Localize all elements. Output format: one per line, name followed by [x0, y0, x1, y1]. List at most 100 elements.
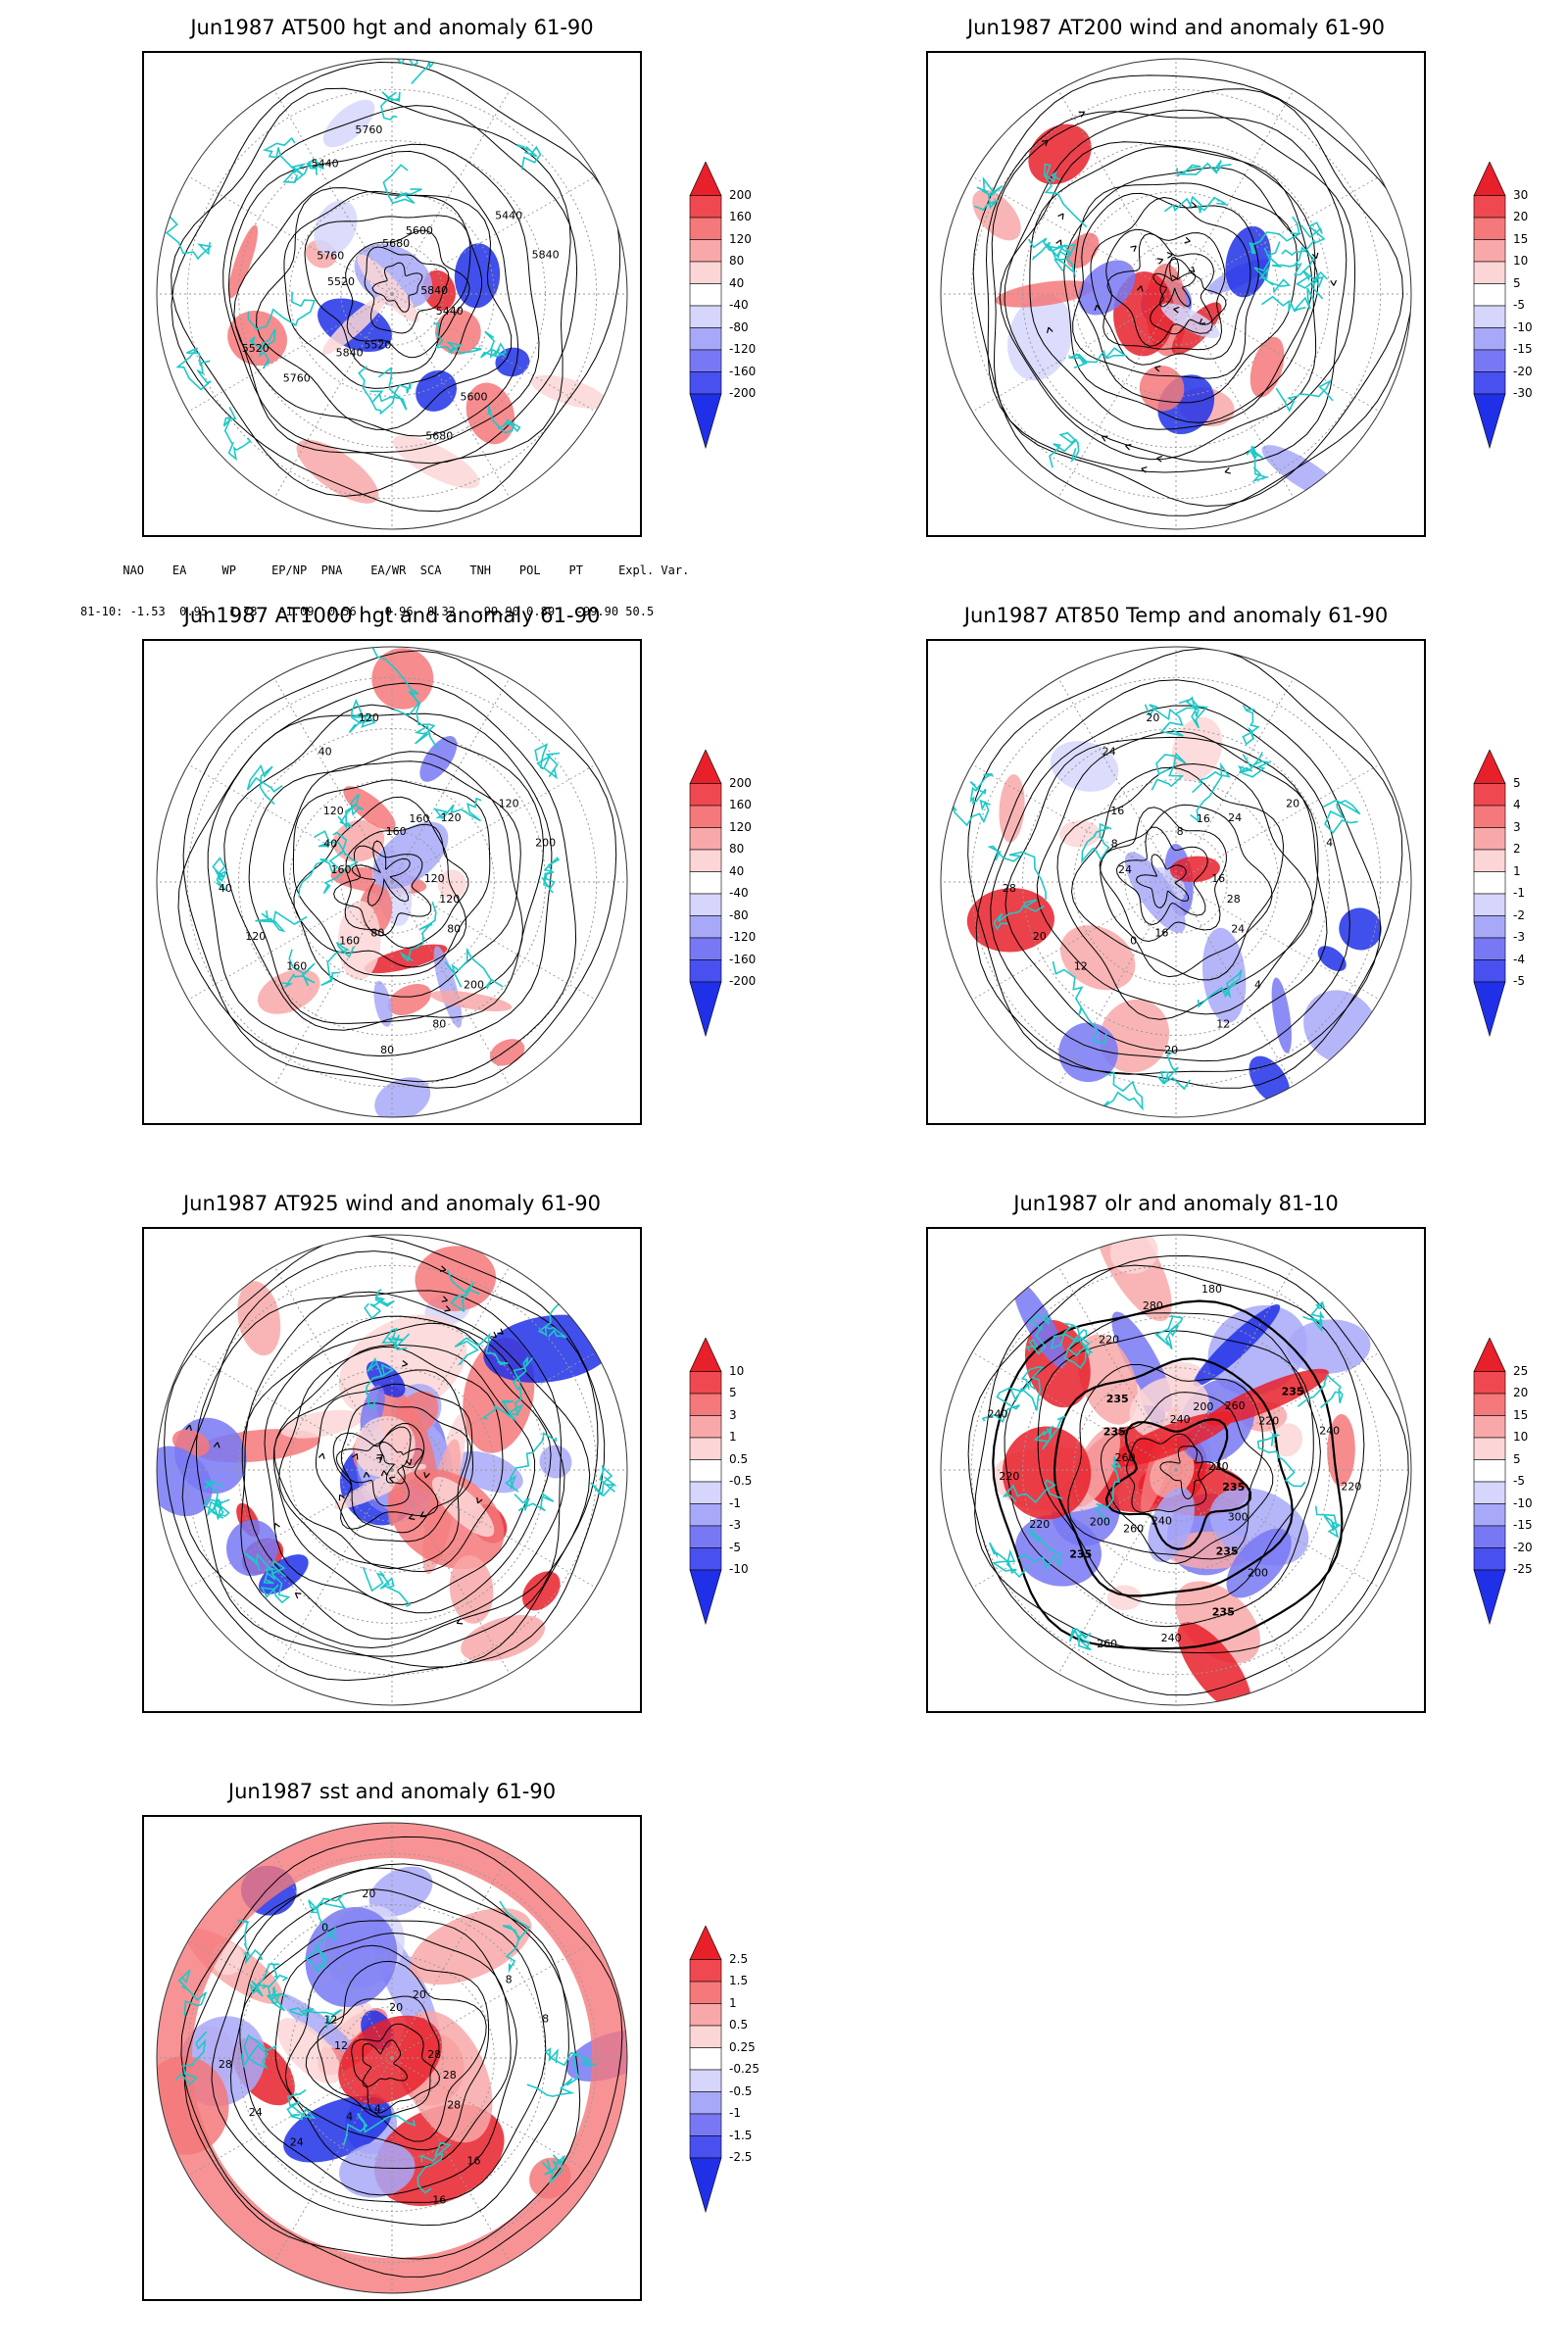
anomaly-shading	[999, 774, 1025, 843]
colorbar-segment	[689, 1525, 722, 1548]
coastline	[281, 949, 316, 989]
contour-line	[1004, 736, 1328, 1052]
map-panel-p3: 120 160 160 200 160 120 80 40 120 120 160 80 40 200 16…	[142, 639, 642, 1125]
colorbar-segment	[1473, 283, 1506, 307]
streamline-arrow	[476, 1496, 483, 1504]
contour-line	[1037, 1330, 1314, 1606]
map-panel-p5	[142, 1227, 642, 1713]
colorbar-tick-label: 0.5	[729, 2018, 749, 2032]
colorbar-segment	[1473, 783, 1506, 807]
contour-line	[1150, 258, 1227, 335]
latitude-circle	[340, 1418, 444, 1522]
contour-label: 235	[1103, 1426, 1126, 1439]
contour-line	[990, 705, 1350, 1062]
anomaly-shading	[1160, 303, 1220, 339]
streamline-arrow	[456, 1618, 464, 1625]
coastline	[444, 947, 504, 990]
coastline	[1176, 160, 1232, 177]
contour-label: 220	[1099, 1334, 1119, 1347]
anomaly-shading	[966, 888, 1054, 953]
contour-line	[1004, 109, 1356, 463]
panel-title-p4: Jun1987 AT850 Temp and anomaly 61-90	[963, 604, 1389, 627]
teleconnection-table: NAO EA WP EP/NP PNA EA/WR SCA TNH POL PT…	[80, 536, 689, 632]
map-panel-p6: 220 235 240 200 260 235 240 220 235 220 200 235 235 2…	[926, 1227, 1426, 1713]
colorbar-segment	[689, 915, 722, 939]
contour-label: 235	[1222, 1481, 1245, 1494]
map-boundary	[156, 1234, 628, 1706]
meridian-line	[273, 1853, 393, 2059]
contour-label: 80	[370, 927, 384, 940]
colorbar-tick-label: 160	[729, 798, 752, 811]
coastline	[286, 2088, 317, 2121]
colorbar-segment	[1473, 1459, 1506, 1483]
coastline	[1068, 347, 1128, 369]
meridian-line	[391, 763, 597, 883]
colorbar-segment	[1473, 1481, 1506, 1504]
contour-line	[967, 648, 1403, 1089]
colorbar-bottom-arrow	[689, 393, 722, 450]
coastline	[1295, 270, 1329, 300]
contour-label: 4	[1326, 837, 1333, 850]
coastline	[203, 1480, 224, 1519]
coastline	[1163, 195, 1229, 214]
coastline	[1002, 1479, 1063, 1504]
streamline-arrow	[388, 1476, 396, 1484]
colorbar-segment	[689, 2135, 722, 2159]
colorbar-tick-label: -5	[1513, 298, 1525, 312]
colorbar-segment	[1473, 893, 1506, 916]
colorbar-tick-label: 15	[1513, 1407, 1529, 1422]
coastline	[1033, 1415, 1066, 1450]
streamline-arrow	[294, 1592, 302, 1599]
contour-label: 16	[1110, 805, 1124, 817]
streamline-arrow	[1190, 202, 1198, 209]
anomaly-shading	[1058, 1022, 1118, 1083]
streamline-arrow	[1094, 304, 1102, 312]
contour-label: 260	[1097, 1638, 1117, 1650]
anomaly-shading	[1077, 1334, 1139, 1425]
contour-label: 235	[1106, 1393, 1129, 1405]
contour-line	[974, 1264, 1365, 1654]
contour-label: 40	[219, 882, 232, 895]
colorbar-tick-label: 2	[1513, 842, 1521, 856]
contour-line	[1100, 804, 1273, 978]
contour-line	[972, 74, 1411, 516]
coastline	[969, 772, 994, 805]
map-boundary	[156, 1822, 628, 2294]
streamline-arrow	[185, 1424, 192, 1432]
coastline	[381, 1327, 411, 1350]
anomaly-shading	[373, 980, 393, 1027]
contour-label: 5680	[425, 429, 453, 442]
colorbar-segment	[1473, 959, 1506, 983]
contour-label: 12	[334, 2039, 348, 2052]
contour-label: 16	[1211, 872, 1225, 885]
colorbar-tick-label: 40	[729, 275, 745, 290]
contour-label: 12	[1074, 959, 1088, 972]
colorbar-p1	[689, 162, 722, 450]
contour-label: 8	[1177, 825, 1184, 838]
colorbar-segment	[1473, 261, 1506, 284]
anomaly-shading	[1271, 977, 1292, 1054]
streamline-arrow	[1173, 306, 1180, 314]
coastline	[1253, 247, 1292, 294]
contour-line	[317, 1995, 440, 2118]
colorbar-p7	[689, 1926, 722, 2214]
contour-line	[248, 751, 523, 1024]
contour-label: 160	[339, 934, 360, 947]
latitude-circle	[1073, 1367, 1279, 1573]
contour-line	[292, 779, 491, 977]
streamline-arrow	[363, 1471, 370, 1478]
coastline	[175, 347, 212, 391]
colorbar-segment	[689, 871, 722, 895]
anomaly-shading	[374, 1077, 431, 1117]
latitude-circle	[289, 191, 495, 397]
streamline-arrow	[1188, 266, 1196, 272]
colorbar-tick-label: -1	[1513, 886, 1525, 900]
streamline-arrow	[1130, 245, 1137, 252]
anomaly-shading	[1014, 1514, 1102, 1587]
latitude-circle	[970, 676, 1382, 1088]
colorbar-tick-label: 80	[729, 254, 745, 268]
coastline	[255, 909, 308, 933]
colorbar-tick-label: -160	[729, 364, 757, 378]
coastline	[1190, 761, 1231, 823]
contour-line	[293, 796, 467, 968]
